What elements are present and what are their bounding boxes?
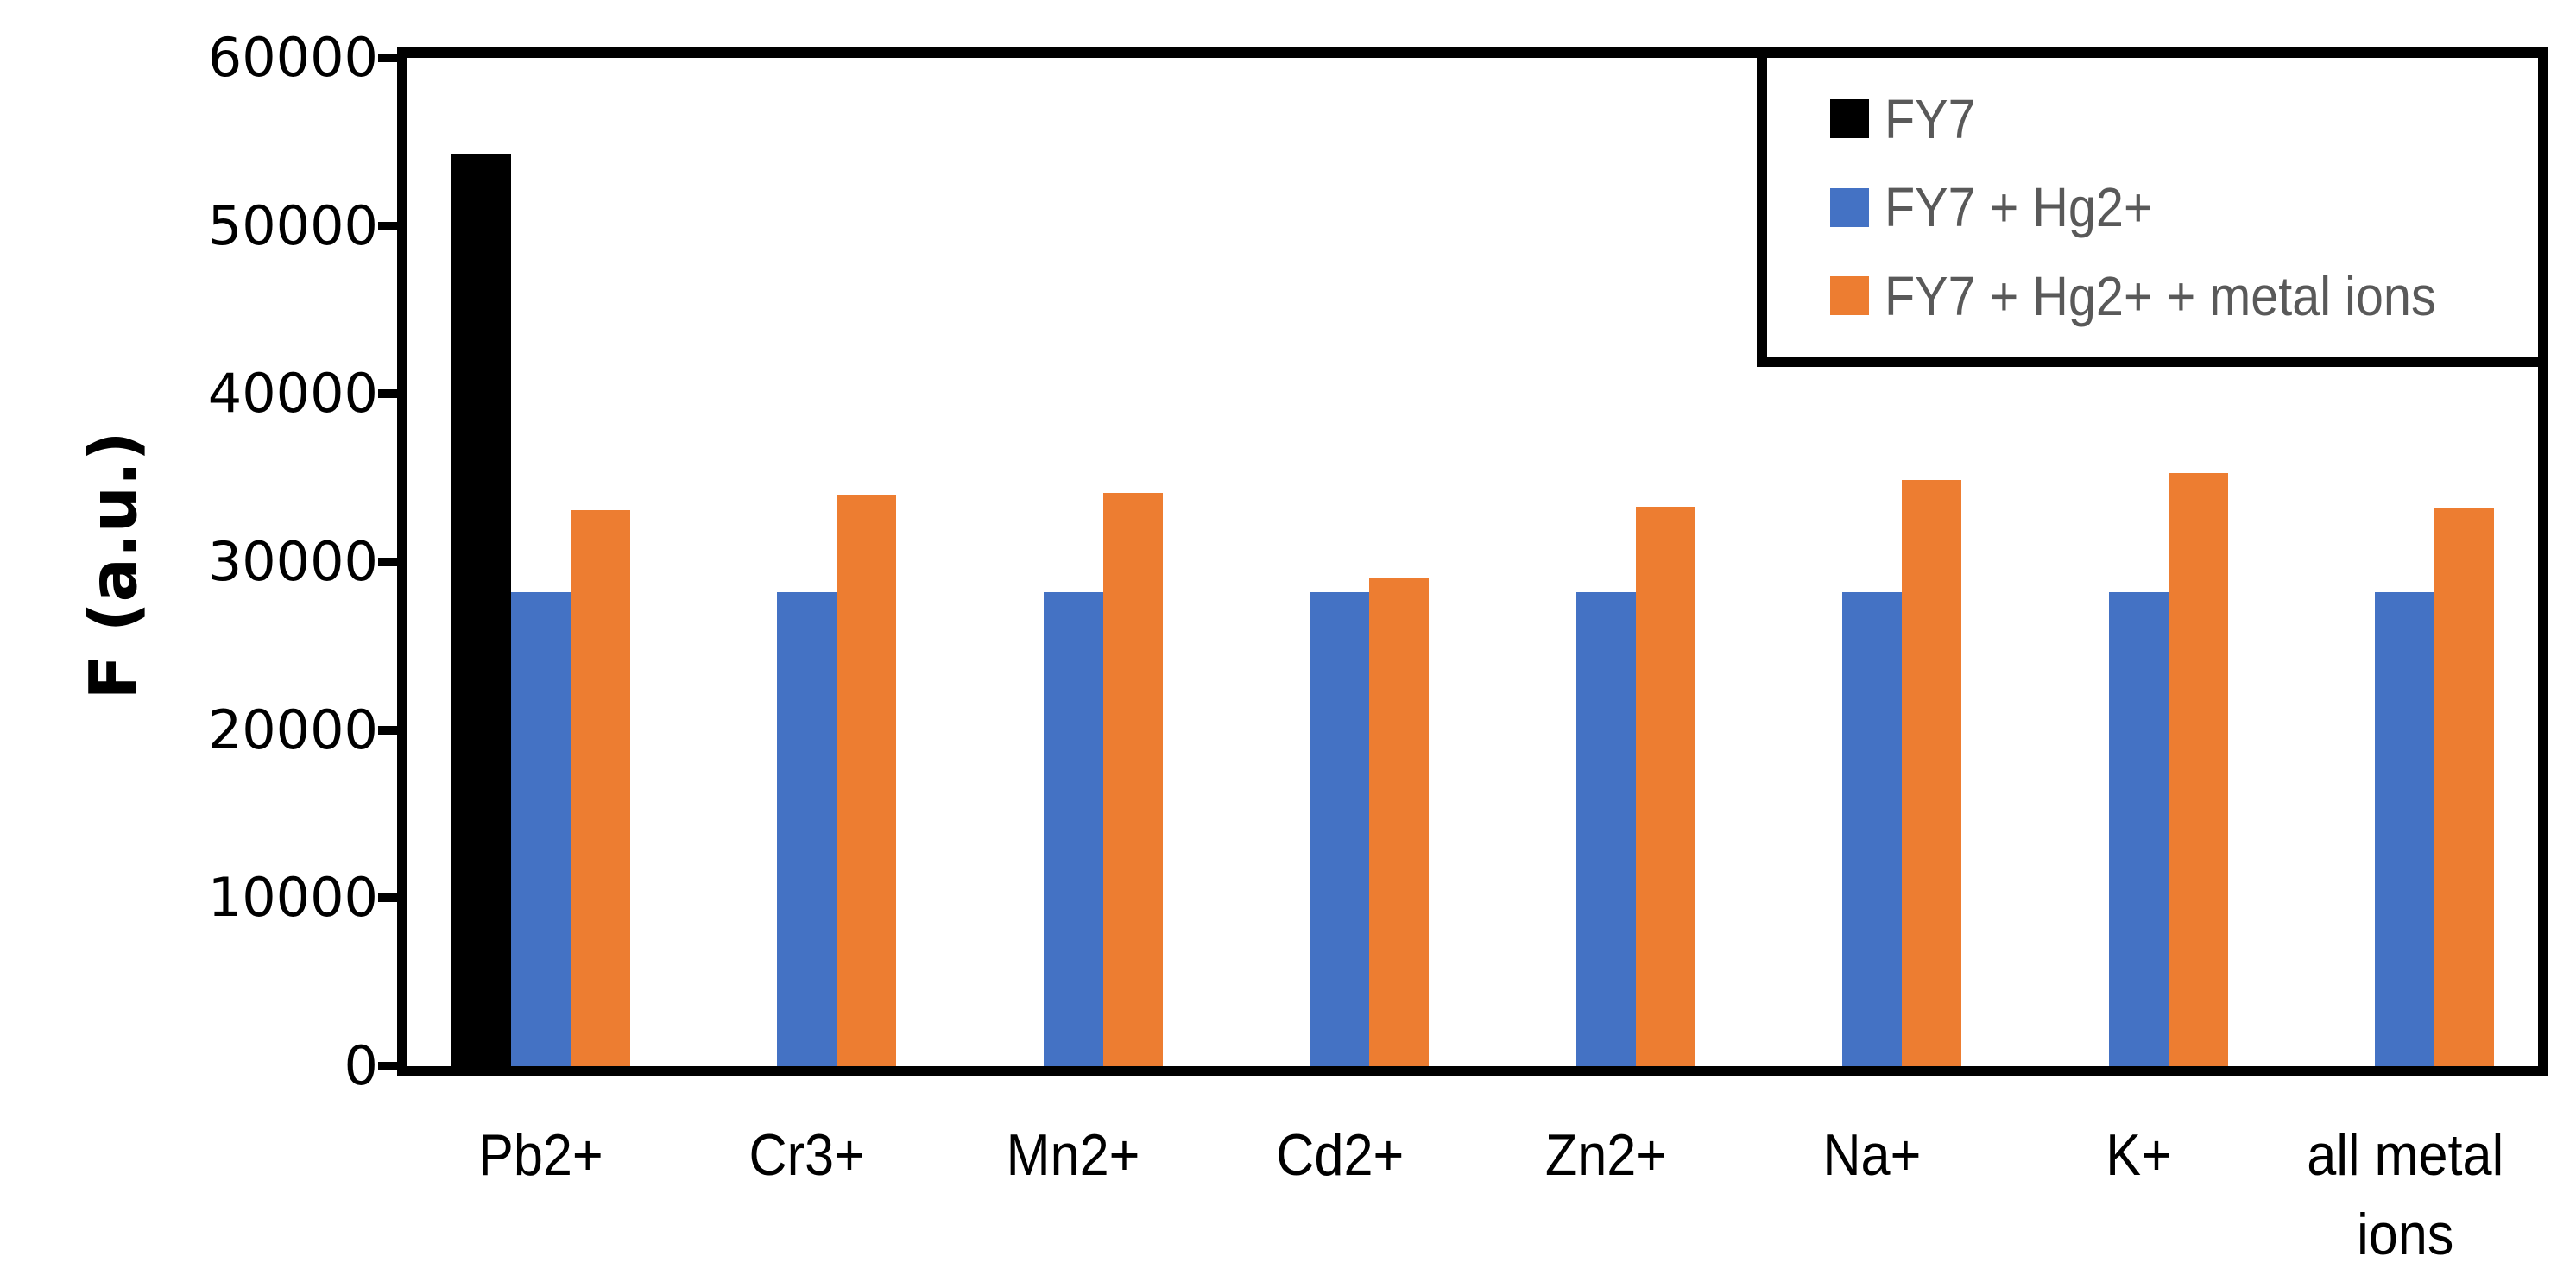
category-label-cell: all metal ions <box>2272 1115 2539 1274</box>
bar <box>510 592 571 1066</box>
bar <box>1043 592 1103 1066</box>
y-tick-mark <box>378 558 407 566</box>
category-label: all metal ions <box>2306 1122 2503 1267</box>
bar <box>777 592 837 1066</box>
y-tick-mark <box>378 221 407 230</box>
bar <box>2168 472 2228 1066</box>
y-axis-tick-labels: 0 10000 20000 30000 40000 50000 60000 <box>0 31 378 1093</box>
bars-layer <box>407 58 2538 1066</box>
bar <box>1369 577 1430 1066</box>
category-slot <box>1207 58 1474 1066</box>
legend-label: FY7 + Hg2+ <box>1885 176 2153 238</box>
bar <box>2375 592 2435 1066</box>
category-slot <box>674 58 941 1066</box>
category-slot <box>407 58 674 1066</box>
y-tick-label: 30000 <box>207 530 378 593</box>
legend-entry: FY7 <box>1830 92 2538 147</box>
bar <box>570 509 630 1066</box>
category-label: K+ <box>2105 1122 2172 1188</box>
bar <box>1902 479 1962 1066</box>
y-tick-mark <box>378 725 407 735</box>
x-axis-category-labels: Pb2+ Cr3+ Mn2+ Cd2+ Zn2+ Na+ K+ all metal ions <box>407 1115 2538 1274</box>
bar <box>1575 592 1636 1066</box>
category-label: Cd2+ <box>1275 1122 1404 1188</box>
category-label: Zn2+ <box>1544 1122 1667 1188</box>
category-label: Pb2+ <box>477 1122 603 1188</box>
bar <box>1102 493 1163 1066</box>
legend-entry: FY7 + Hg2+ <box>1830 180 2538 235</box>
legend-swatch <box>1830 276 1869 315</box>
category-slot <box>2272 58 2539 1066</box>
y-tick-label: 0 <box>344 1034 378 1097</box>
category-label-cell: Cd2+ <box>1207 1115 1474 1195</box>
y-tick-label: 40000 <box>207 362 378 426</box>
bar <box>1635 506 1695 1066</box>
y-tick-label: 60000 <box>207 26 378 89</box>
category-slot <box>1473 58 1739 1066</box>
category-label: Mn2+ <box>1006 1122 1140 1188</box>
category-label-cell: Mn2+ <box>940 1115 1207 1195</box>
y-tick-label: 10000 <box>207 866 378 930</box>
legend-label: FY7 + Hg2+ + metal ions <box>1885 264 2436 327</box>
y-tick-mark <box>378 893 407 903</box>
bar <box>1310 592 1370 1066</box>
legend-swatch <box>1830 187 1869 227</box>
y-tick-label: 50000 <box>207 193 378 257</box>
category-slot <box>2005 58 2272 1066</box>
category-label-cell: Zn2+ <box>1473 1115 1739 1195</box>
legend: FY7 FY7 + Hg2+ FY7 + Hg2+ + metal ions <box>1757 47 2548 367</box>
legend-swatch <box>1830 99 1869 138</box>
bar <box>2108 592 2169 1066</box>
category-slot <box>1739 58 2006 1066</box>
y-tick-mark <box>378 389 407 399</box>
bar <box>1842 592 1903 1066</box>
y-tick-label: 20000 <box>207 698 378 761</box>
bar <box>837 495 897 1066</box>
category-label-cell: Pb2+ <box>407 1115 674 1195</box>
bar <box>451 153 511 1066</box>
category-slot <box>940 58 1207 1066</box>
category-label: Cr3+ <box>748 1122 865 1188</box>
legend-label: FY7 <box>1885 87 1976 150</box>
category-label: Na+ <box>1822 1122 1922 1188</box>
legend-entry: FY7 + Hg2+ + metal ions <box>1830 268 2538 324</box>
category-label-cell: K+ <box>2005 1115 2272 1195</box>
category-label-cell: Na+ <box>1739 1115 2006 1195</box>
y-tick-mark <box>378 54 407 62</box>
category-label-cell: Cr3+ <box>674 1115 941 1195</box>
y-tick-mark <box>378 1062 407 1070</box>
bar <box>2434 508 2495 1066</box>
